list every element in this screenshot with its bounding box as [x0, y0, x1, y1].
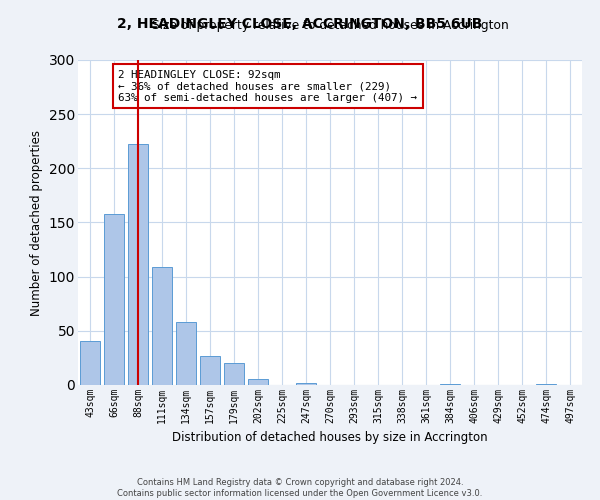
Bar [536, 384, 556, 385]
Y-axis label: Number of detached properties: Number of detached properties [30, 130, 43, 316]
Text: 2, HEADINGLEY CLOSE, ACCRINGTON, BB5 6UB: 2, HEADINGLEY CLOSE, ACCRINGTON, BB5 6UB [118, 18, 482, 32]
Bar [104, 214, 124, 385]
Text: Contains HM Land Registry data © Crown copyright and database right 2024.
Contai: Contains HM Land Registry data © Crown c… [118, 478, 482, 498]
Text: 2 HEADINGLEY CLOSE: 92sqm
← 36% of detached houses are smaller (229)
63% of semi: 2 HEADINGLEY CLOSE: 92sqm ← 36% of detac… [118, 70, 418, 103]
Bar [80, 340, 100, 385]
Bar [152, 267, 172, 385]
Bar [440, 384, 460, 385]
Bar [248, 378, 268, 385]
Bar [200, 356, 220, 385]
Title: Size of property relative to detached houses in Accrington: Size of property relative to detached ho… [152, 20, 508, 32]
X-axis label: Distribution of detached houses by size in Accrington: Distribution of detached houses by size … [172, 432, 488, 444]
Bar [176, 322, 196, 385]
Bar [224, 364, 244, 385]
Bar [128, 144, 148, 385]
Bar [296, 383, 316, 385]
